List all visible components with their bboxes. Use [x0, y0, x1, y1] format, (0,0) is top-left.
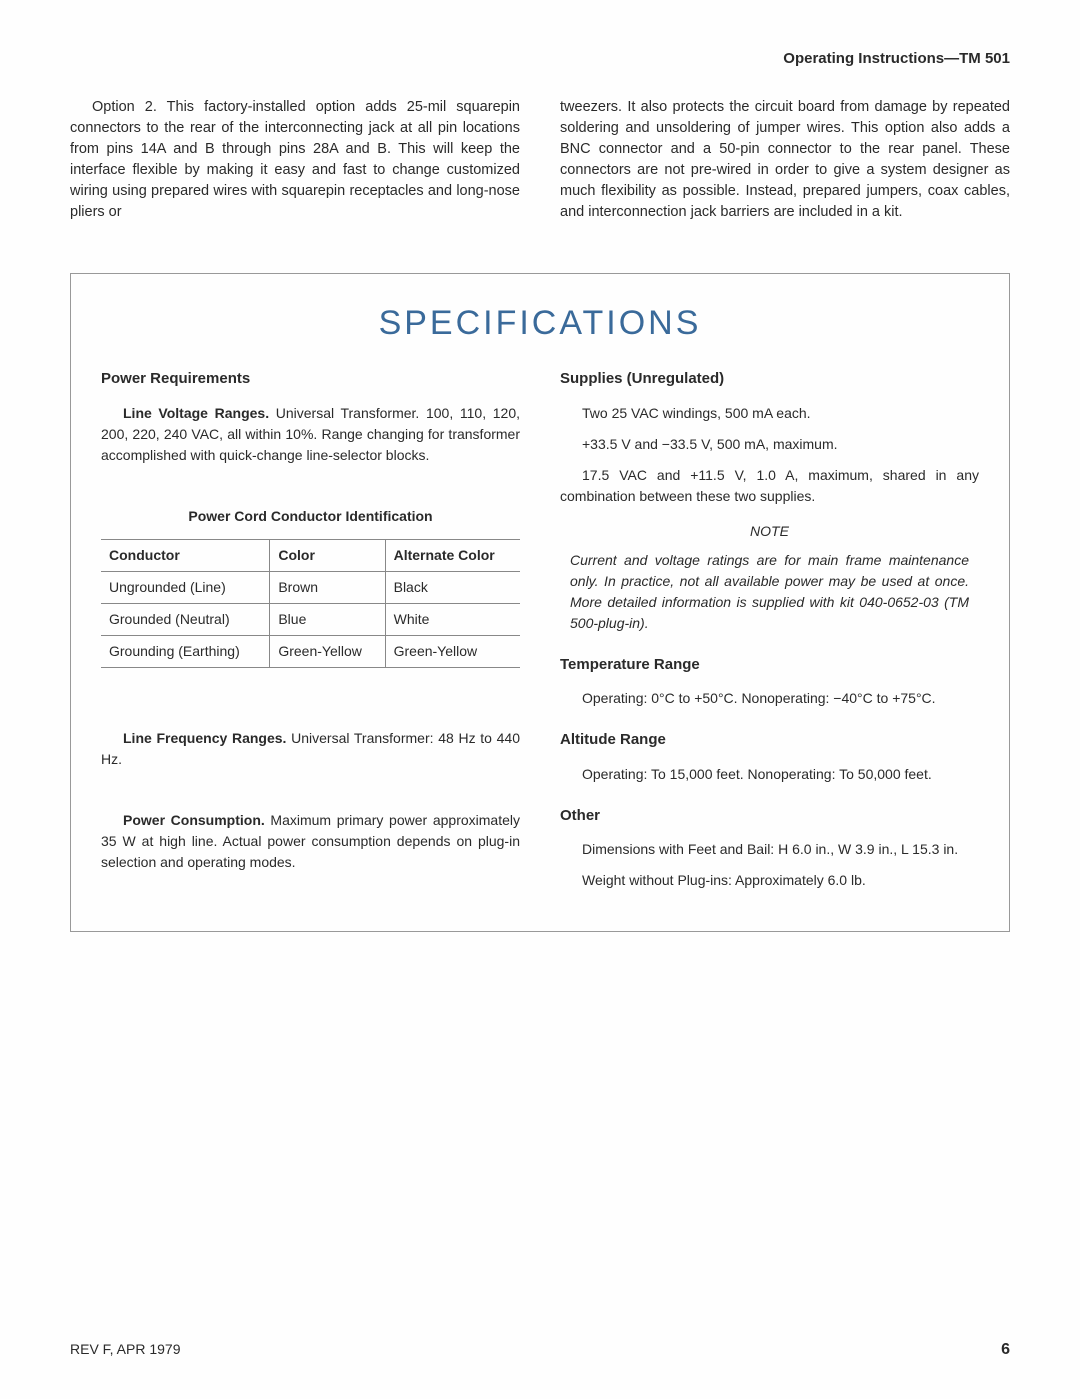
specifications-title: SPECIFICATIONS [101, 304, 979, 343]
cell: Brown [270, 571, 385, 603]
cell: White [385, 603, 520, 635]
revision-label: REV F, APR 1979 [70, 1341, 181, 1359]
table-row: Grounded (Neutral) Blue White [101, 603, 520, 635]
supplies-1: Two 25 VAC windings, 500 mA each. [560, 403, 979, 424]
intro-right: tweezers. It also protects the circuit b… [560, 97, 1010, 223]
power-requirements-head: Power Requirements [101, 368, 520, 391]
line-voltage-lead: Line Voltage Ranges. [123, 405, 269, 421]
spec-left-col: Power Requirements Line Voltage Ranges. … [101, 368, 520, 901]
cell: Ungrounded (Line) [101, 571, 270, 603]
line-freq-lead: Line Frequency Ranges. [123, 730, 286, 746]
option2-lead: Option 2. [92, 99, 157, 115]
power-cons-lead: Power Consumption. [123, 812, 265, 828]
cell: Green-Yellow [385, 635, 520, 667]
cell: Green-Yellow [270, 635, 385, 667]
other-dimensions: Dimensions with Feet and Bail: H 6.0 in.… [560, 839, 979, 860]
altitude-text: Operating: To 15,000 feet. Nonoperating:… [560, 764, 979, 785]
other-head: Other [560, 805, 979, 828]
cell: Grounded (Neutral) [101, 603, 270, 635]
cell: Grounding (Earthing) [101, 635, 270, 667]
supplies-3: 17.5 VAC and +11.5 V, 1.0 A, maximum, sh… [560, 465, 979, 507]
altitude-head: Altitude Range [560, 729, 979, 752]
intro-columns: Option 2. This factory-installed option … [70, 97, 1010, 223]
page-footer: REV F, APR 1979 6 [70, 1341, 1010, 1359]
note-body: Current and voltage ratings are for main… [560, 550, 979, 634]
th-color: Color [270, 539, 385, 571]
th-alt-color: Alternate Color [385, 539, 520, 571]
doc-reference: Operating Instructions—TM 501 [70, 50, 1010, 67]
cell: Black [385, 571, 520, 603]
specifications-box: SPECIFICATIONS Power Requirements Line V… [70, 273, 1010, 932]
intro-left: Option 2. This factory-installed option … [70, 97, 520, 223]
th-conductor: Conductor [101, 539, 270, 571]
conductor-table-caption: Power Cord Conductor Identification [101, 506, 520, 527]
table-row: Ungrounded (Line) Brown Black [101, 571, 520, 603]
temp-head: Temperature Range [560, 654, 979, 677]
supplies-head: Supplies (Unregulated) [560, 368, 979, 391]
note-head: NOTE [560, 521, 979, 542]
option2-text: This factory-installed option adds 25-mi… [70, 99, 520, 220]
supplies-2: +33.5 V and −33.5 V, 500 mA, maximum. [560, 434, 979, 455]
intro-right-text: tweezers. It also protects the circuit b… [560, 97, 1010, 223]
page-number: 6 [1001, 1341, 1010, 1359]
spec-right-col: Supplies (Unregulated) Two 25 VAC windin… [560, 368, 979, 901]
conductor-table: Conductor Color Alternate Color Unground… [101, 539, 520, 668]
temp-text: Operating: 0°C to +50°C. Nonoperating: −… [560, 688, 979, 709]
other-weight: Weight without Plug-ins: Approximately 6… [560, 870, 979, 891]
cell: Blue [270, 603, 385, 635]
table-row: Grounding (Earthing) Green-Yellow Green-… [101, 635, 520, 667]
